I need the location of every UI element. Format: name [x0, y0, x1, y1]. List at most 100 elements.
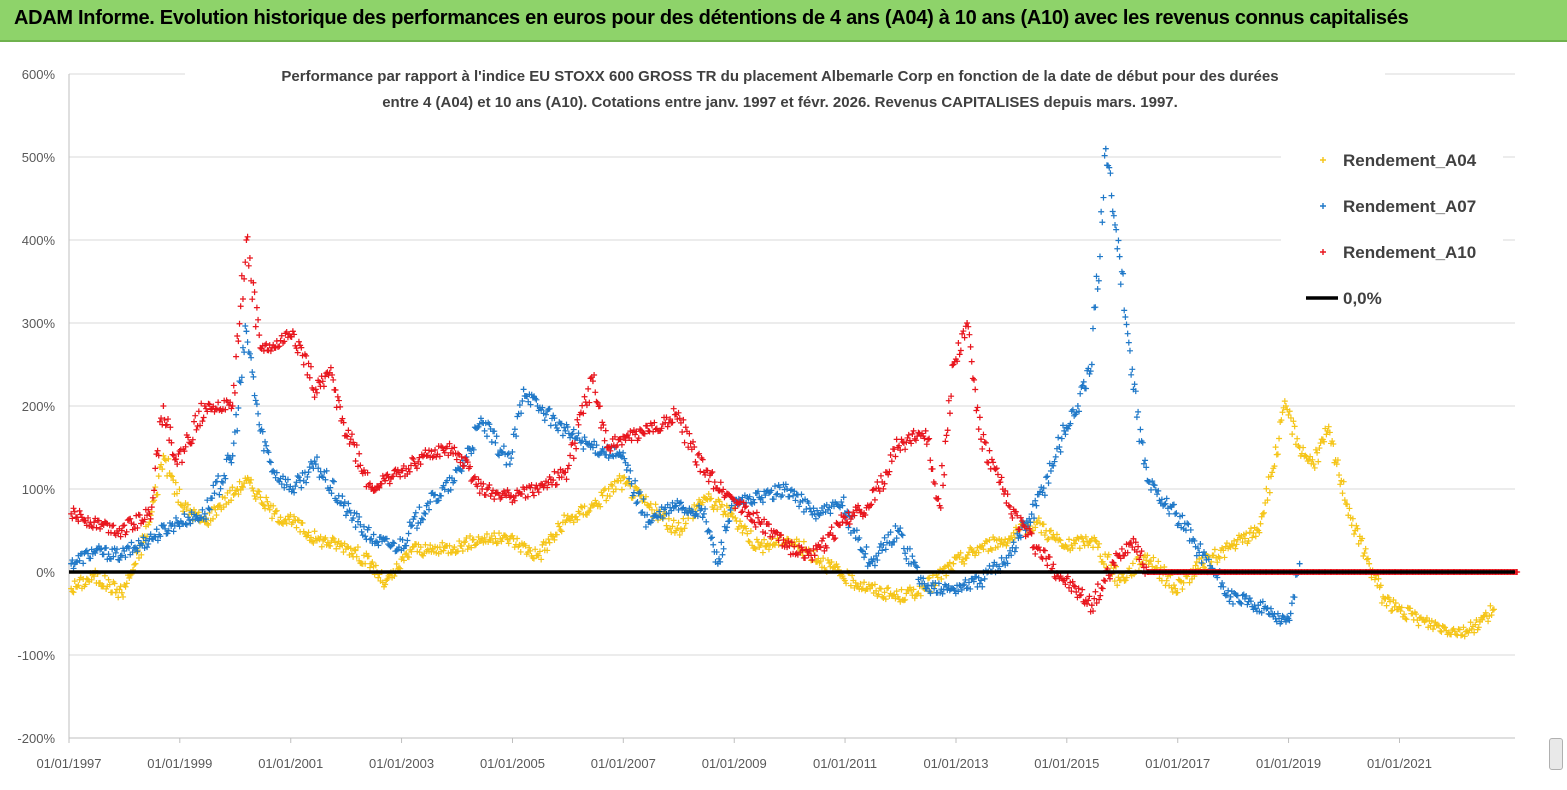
data-marker	[686, 505, 693, 512]
data-marker	[1017, 514, 1024, 521]
data-marker	[781, 486, 788, 493]
data-marker	[1096, 596, 1103, 603]
data-marker	[1361, 550, 1368, 557]
data-marker	[240, 484, 247, 491]
data-marker	[803, 506, 810, 513]
data-marker	[600, 448, 607, 455]
data-marker	[1032, 524, 1039, 531]
data-marker	[986, 537, 993, 544]
data-marker	[648, 517, 655, 524]
data-marker	[384, 471, 391, 478]
data-marker	[253, 304, 260, 311]
data-marker	[1243, 592, 1250, 599]
data-marker	[241, 275, 248, 282]
data-marker	[1151, 482, 1158, 489]
data-marker	[788, 539, 795, 546]
data-marker	[311, 528, 318, 535]
data-marker	[500, 443, 507, 450]
data-marker	[679, 428, 686, 435]
data-marker	[737, 518, 744, 525]
data-marker	[882, 546, 889, 553]
data-marker	[1090, 608, 1097, 615]
data-marker	[1004, 560, 1011, 567]
data-marker	[535, 552, 542, 559]
data-marker	[960, 328, 967, 335]
data-marker	[1123, 321, 1130, 328]
data-marker	[709, 469, 716, 476]
data-marker	[546, 405, 553, 412]
data-marker	[686, 430, 693, 437]
data-marker	[147, 515, 154, 522]
data-marker	[357, 521, 364, 528]
data-marker	[167, 472, 174, 479]
data-marker	[1247, 525, 1254, 532]
data-marker	[802, 555, 809, 562]
data-marker	[82, 581, 89, 588]
data-marker	[1166, 510, 1173, 517]
data-marker	[1402, 615, 1409, 622]
data-marker	[850, 509, 857, 516]
data-marker	[347, 545, 354, 552]
data-marker	[352, 524, 359, 531]
data-marker	[945, 563, 952, 570]
data-marker	[1078, 591, 1085, 598]
data-marker	[568, 431, 575, 438]
data-marker	[345, 500, 352, 507]
data-marker	[329, 371, 336, 378]
data-marker	[871, 562, 878, 569]
data-marker	[171, 456, 178, 463]
data-marker	[1112, 221, 1119, 228]
data-marker	[1028, 530, 1035, 537]
data-marker	[348, 550, 355, 557]
data-marker	[476, 490, 483, 497]
data-marker	[134, 548, 141, 555]
data-marker	[1114, 245, 1121, 252]
data-marker	[1128, 371, 1135, 378]
data-marker	[891, 446, 898, 453]
data-marker	[177, 501, 184, 508]
data-marker	[1027, 519, 1034, 526]
data-marker	[1076, 592, 1083, 599]
data-marker	[369, 484, 376, 491]
y-tick-label: 0%	[36, 565, 55, 580]
data-marker	[1007, 547, 1014, 554]
data-marker	[490, 539, 497, 546]
data-marker	[242, 322, 249, 329]
data-marker	[551, 536, 558, 543]
data-marker	[1245, 538, 1252, 544]
data-marker	[298, 344, 305, 351]
data-marker	[1007, 503, 1014, 510]
data-marker	[120, 522, 127, 529]
data-marker	[1241, 535, 1248, 542]
data-marker	[818, 537, 825, 544]
data-marker	[332, 387, 339, 394]
data-marker	[527, 401, 534, 408]
data-marker	[882, 596, 889, 603]
data-marker	[1437, 627, 1444, 634]
data-marker	[1266, 489, 1273, 496]
data-marker	[546, 539, 553, 546]
data-marker	[967, 585, 974, 592]
data-point	[1088, 602, 1095, 609]
data-marker	[1383, 602, 1390, 609]
data-marker	[883, 585, 890, 592]
data-marker	[843, 580, 850, 587]
data-marker	[1106, 164, 1113, 171]
data-marker	[961, 581, 968, 588]
data-marker	[514, 413, 521, 420]
data-marker	[677, 419, 684, 426]
data-marker	[821, 564, 828, 571]
data-marker	[1334, 457, 1341, 464]
data-marker	[1136, 556, 1143, 563]
data-marker	[831, 536, 838, 543]
data-marker	[1086, 538, 1093, 545]
data-point	[520, 386, 527, 393]
data-marker	[372, 562, 379, 569]
data-marker	[892, 522, 899, 529]
data-marker	[945, 582, 952, 589]
data-marker	[1428, 617, 1435, 624]
data-marker	[148, 504, 155, 511]
data-marker	[1132, 539, 1139, 546]
data-marker	[1076, 545, 1083, 552]
data-marker	[1193, 552, 1200, 559]
